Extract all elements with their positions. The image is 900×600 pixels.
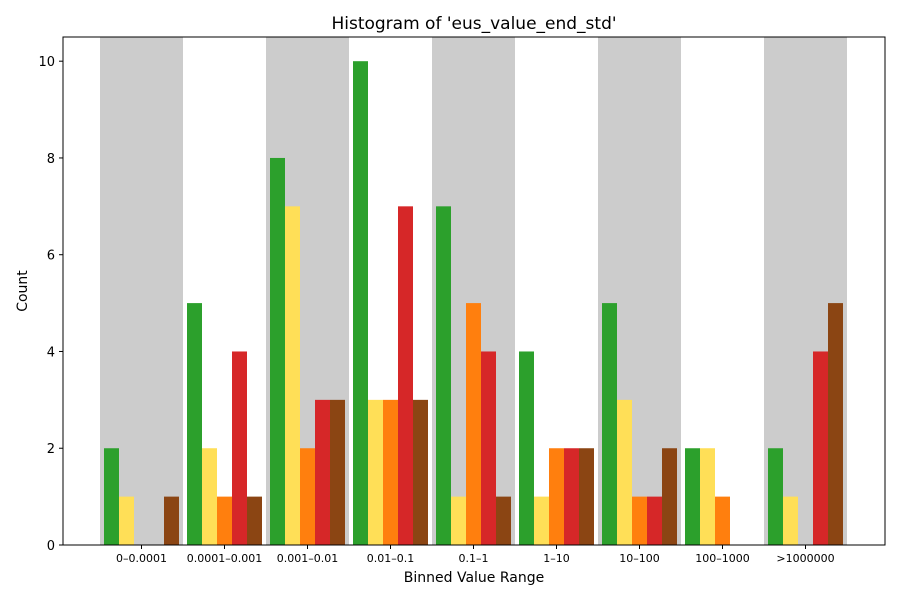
bar: [202, 448, 217, 545]
bar: [466, 303, 481, 545]
bar: [700, 448, 715, 545]
bar: [715, 496, 730, 545]
x-tick-label: 100–1000: [695, 552, 750, 565]
bar: [662, 448, 677, 545]
bar: [768, 448, 783, 545]
y-tick-label: 4: [47, 345, 55, 360]
bar: [285, 206, 300, 546]
x-tick-label: 0.1–1: [459, 552, 489, 565]
x-axis-label: Binned Value Range: [404, 570, 544, 586]
x-tick-label: 0–0.0001: [116, 552, 167, 565]
bar: [632, 496, 647, 545]
bar: [247, 496, 262, 545]
x-tick-label: 0.01–0.1: [367, 552, 415, 565]
x-tick-label: 0.0001–0.001: [187, 552, 262, 565]
x-tick-label: 10–100: [619, 552, 660, 565]
bar: [564, 448, 579, 545]
bar: [270, 157, 285, 545]
bar: [353, 61, 368, 545]
bar: [813, 351, 828, 545]
bar: [315, 399, 330, 545]
bar: [104, 448, 119, 545]
bar: [164, 496, 179, 545]
bar: [647, 496, 662, 545]
x-tick-label: >1000000: [776, 552, 834, 565]
bar: [413, 399, 428, 545]
bar: [519, 351, 534, 545]
bar: [451, 496, 466, 545]
bar: [383, 399, 398, 545]
bar: [579, 448, 594, 545]
bar: [300, 448, 315, 545]
bar: [534, 496, 549, 545]
x-tick-label: 0.001–0.01: [277, 552, 338, 565]
bar: [232, 351, 247, 545]
chart-title: Histogram of 'eus_value_end_std': [331, 14, 616, 34]
bar-marks: [104, 61, 843, 546]
y-axis-label: Count: [15, 270, 31, 312]
bar: [330, 399, 345, 545]
y-axis-ticks: 0 2 4 6 8 10: [38, 55, 63, 554]
y-tick-label: 2: [47, 442, 55, 457]
bar: [481, 351, 496, 545]
bar: [436, 206, 451, 546]
bar: [617, 399, 632, 545]
x-axis-ticks: 0–0.0001 0.0001–0.001 0.001–0.01 0.01–0.1 0.…: [116, 545, 835, 565]
bar: [685, 448, 700, 545]
bar: [602, 303, 617, 545]
bar: [828, 303, 843, 545]
x-tick-label: 1–10: [543, 552, 570, 565]
bar: [187, 303, 202, 545]
y-tick-label: 6: [47, 249, 55, 264]
y-tick-label: 10: [38, 55, 55, 70]
bar: [217, 496, 232, 545]
bar: [119, 496, 134, 545]
bar: [549, 448, 564, 545]
bar: [496, 496, 511, 545]
y-tick-label: 0: [47, 539, 55, 554]
bar: [368, 399, 383, 545]
y-tick-label: 8: [47, 152, 55, 167]
bar: [783, 496, 798, 545]
bar: [398, 206, 413, 546]
